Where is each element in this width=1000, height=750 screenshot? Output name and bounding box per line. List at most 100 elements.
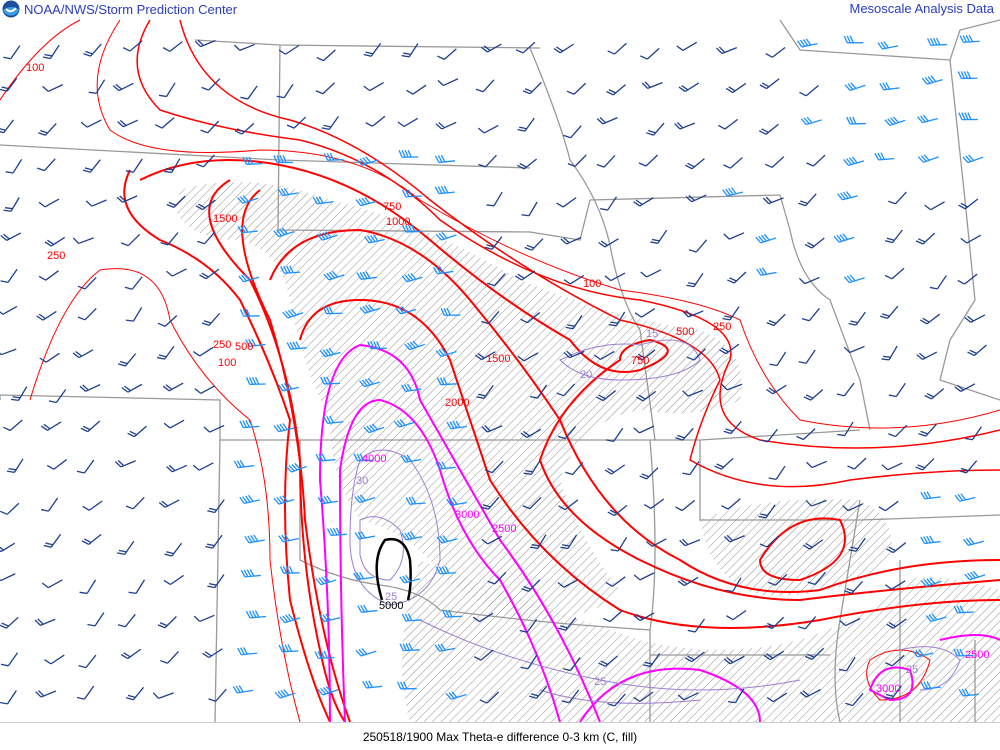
wind-barb xyxy=(685,194,707,203)
wind-barb xyxy=(806,154,826,167)
wind-barb xyxy=(684,651,705,663)
wind-barb xyxy=(517,158,538,170)
wind-barb xyxy=(799,85,819,97)
wind-barb xyxy=(880,305,899,319)
wind-barb xyxy=(636,390,657,402)
wind-barb xyxy=(233,459,255,469)
wind-barb xyxy=(967,344,987,357)
wind-barb xyxy=(596,155,616,168)
wind-barb xyxy=(878,500,899,512)
wind-barb xyxy=(484,236,503,250)
wind-barbs xyxy=(0,34,987,707)
wind-barb xyxy=(679,538,701,547)
wind-barb xyxy=(120,648,142,660)
wind-barb xyxy=(768,465,786,481)
wind-barb xyxy=(633,612,655,622)
wind-barb xyxy=(239,494,261,505)
wind-barb xyxy=(401,43,419,58)
wind-barb xyxy=(716,46,738,55)
wind-barb xyxy=(363,81,384,92)
wind-barb xyxy=(112,82,134,92)
wind-barb xyxy=(0,652,19,667)
wind-barb xyxy=(766,313,786,327)
wind-barb xyxy=(282,308,304,319)
wind-barb xyxy=(675,427,694,441)
wind-barb xyxy=(953,648,974,657)
wind-barb xyxy=(0,690,17,705)
wind-barb xyxy=(355,196,377,207)
wind-barb xyxy=(195,199,216,211)
wind-barb xyxy=(160,232,179,246)
wind-barb xyxy=(888,424,908,438)
wind-barb xyxy=(314,650,335,660)
wind-barb xyxy=(521,579,541,592)
wind-barb xyxy=(481,43,502,53)
wind-barb xyxy=(641,81,663,90)
wind-barb xyxy=(722,306,740,321)
wind-barb xyxy=(522,81,542,95)
wind-barb xyxy=(524,238,544,251)
wind-barb xyxy=(117,119,139,128)
wind-barb xyxy=(602,610,623,623)
wind-barb xyxy=(843,274,865,284)
wind-barb xyxy=(286,341,307,350)
theta-e-fill xyxy=(175,182,1000,722)
wind-barb xyxy=(682,309,704,318)
wind-barb xyxy=(207,499,225,514)
wind-barb xyxy=(38,122,57,136)
wind-barb xyxy=(120,233,141,247)
contour-label: 2500 xyxy=(965,649,989,661)
wind-barb xyxy=(634,308,656,318)
wind-barb xyxy=(921,75,943,85)
contour-label: 2500 xyxy=(492,523,516,535)
wind-barb xyxy=(478,154,497,168)
wind-barb xyxy=(359,304,381,314)
wind-barb xyxy=(434,154,456,164)
wind-barb xyxy=(402,224,422,233)
wind-barb xyxy=(78,654,97,669)
wind-barb xyxy=(646,122,665,136)
wind-barb xyxy=(208,688,227,702)
wind-barb xyxy=(765,46,786,58)
wind-barb xyxy=(798,349,816,364)
wind-barb xyxy=(315,575,337,586)
wind-barb xyxy=(798,276,820,285)
wind-barb xyxy=(764,156,785,169)
wind-barb xyxy=(957,71,978,80)
wind-barb xyxy=(717,118,739,130)
wind-barb xyxy=(517,117,535,132)
wind-barb xyxy=(797,616,817,630)
wind-barb xyxy=(312,196,334,205)
wind-barb xyxy=(800,116,822,126)
wind-barb xyxy=(240,85,258,100)
wind-barb xyxy=(481,310,500,325)
contour-label: 750 xyxy=(383,201,401,213)
wind-barb xyxy=(800,688,821,698)
wind-barb xyxy=(36,310,57,321)
wind-barb xyxy=(359,377,380,388)
wind-barb xyxy=(401,531,423,541)
wind-barb xyxy=(593,350,615,361)
wind-barb xyxy=(399,643,420,652)
wind-barb xyxy=(285,462,307,473)
wind-barb xyxy=(239,419,260,429)
wind-barb xyxy=(442,609,463,618)
wind-barb xyxy=(0,305,18,315)
wind-barb xyxy=(201,78,221,91)
wind-barb xyxy=(916,351,938,361)
wind-barb xyxy=(845,693,864,707)
wind-barb xyxy=(316,231,338,241)
wind-barb xyxy=(764,616,785,630)
product-title: Mesoscale Analysis Data xyxy=(849,1,994,16)
wind-barb xyxy=(727,688,745,704)
wind-barb xyxy=(640,269,662,278)
wind-barb xyxy=(401,613,422,622)
wind-barb xyxy=(320,376,341,385)
wind-barb xyxy=(201,312,221,326)
wind-barb xyxy=(245,376,266,385)
wind-barb xyxy=(83,43,102,57)
wind-barb xyxy=(633,691,654,702)
state-borders xyxy=(0,19,1000,722)
wind-barb xyxy=(596,116,618,125)
wind-barb xyxy=(643,498,665,509)
